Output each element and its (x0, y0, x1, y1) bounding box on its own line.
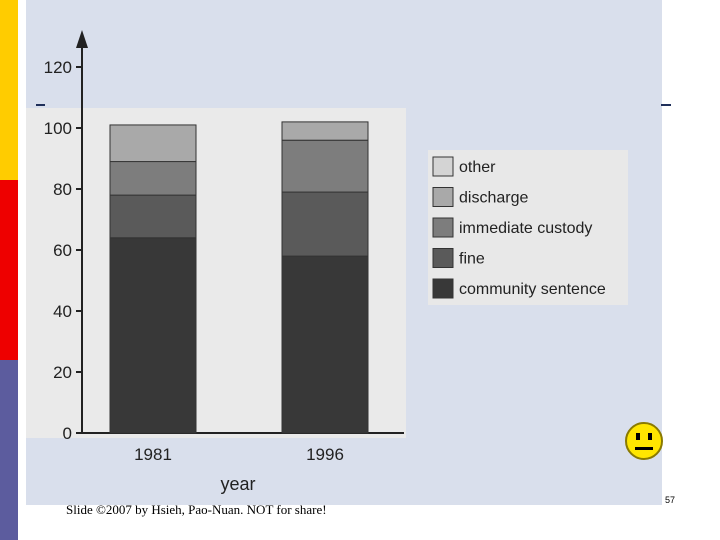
slide-number: 57 (665, 495, 676, 505)
x-category-label: 1996 (306, 445, 344, 464)
sidebar-stripe-blue (0, 360, 18, 540)
sidebar-stripe-red (0, 180, 18, 360)
bar-segment-1996-immediate-custody (281, 139, 369, 193)
y-tick-label: 100 (44, 119, 72, 138)
smiley-face-icon (623, 420, 665, 462)
y-tick-label: 20 (53, 363, 72, 382)
x-axis-title: year (220, 474, 255, 494)
bar-segment-1981-community-sentence (109, 237, 197, 434)
x-category-label: 1981 (134, 445, 172, 464)
bar-segment-1996-discharge (281, 121, 369, 141)
legend-swatch (432, 217, 454, 238)
legend-swatch (432, 187, 454, 207)
legend-label: other (459, 159, 496, 176)
bar-segment-1981-discharge (109, 124, 197, 163)
y-tick-label: 120 (44, 58, 72, 77)
y-tick-label: 60 (53, 241, 72, 260)
y-axis-arrow (76, 30, 88, 48)
bar-segment-1981-fine (109, 194, 197, 239)
legend-swatch (432, 278, 454, 299)
legend-panel (428, 150, 628, 305)
legend-label: community sentence (459, 281, 606, 298)
legend-label: discharge (459, 190, 528, 207)
y-tick-label: 80 (53, 180, 72, 199)
title-rule-left (36, 104, 45, 106)
legend-swatch (432, 156, 454, 177)
sidebar-stripe-yellow (0, 0, 18, 180)
bar-segment-1981-immediate-custody (109, 161, 197, 196)
legend-swatch (432, 248, 454, 268)
y-tick-label: 40 (53, 302, 72, 321)
legend-label: fine (459, 251, 485, 268)
slide-credit: Slide ©2007 by Hsieh, Pao-Nuan. NOT for … (66, 502, 327, 517)
y-tick-label: 0 (63, 424, 72, 443)
legend-label: immediate custody (459, 220, 592, 237)
title-rule-right (661, 104, 671, 106)
bar-segment-1996-fine (281, 191, 369, 257)
bar-segment-1996-community-sentence (281, 255, 369, 434)
